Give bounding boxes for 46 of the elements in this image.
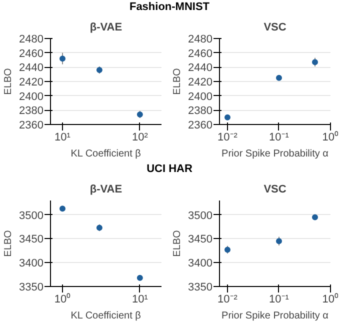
x-tick-label: 10⁰ <box>54 292 71 306</box>
x-axis-title: KL Coefficient β <box>70 148 142 160</box>
y-tick-label: 3450 <box>19 234 44 246</box>
y-axis-title: ELBO <box>172 68 184 95</box>
y-tick-label: 2440 <box>19 62 44 74</box>
y-tick-label: 2460 <box>188 48 213 60</box>
y-tick-label: 2480 <box>19 34 44 46</box>
y-tick-label: 2420 <box>188 76 213 88</box>
x-tick-label: 10⁰ <box>322 130 339 144</box>
y-tick-label: 3400 <box>188 258 213 270</box>
text: UCI HAR <box>146 162 192 176</box>
y-tick-label: 2400 <box>19 90 44 103</box>
chart-title: VSC <box>264 184 286 196</box>
y-tick-label: 2360 <box>19 120 44 132</box>
x-tick-label: 10¹ <box>132 294 148 306</box>
y-axis-title: ELBO <box>3 230 14 257</box>
y-tick-label: 3450 <box>188 234 213 246</box>
chart-title: VSC <box>264 22 286 34</box>
x-tick-label: 10⁻² <box>218 132 238 144</box>
y-tick-label: 3500 <box>188 210 213 222</box>
y-axis-title: ELBO <box>3 68 14 95</box>
x-axis-title: Prior Spike Probability α <box>222 148 329 160</box>
y-tick-label: 2480 <box>188 34 213 46</box>
y-tick-label: 3350 <box>19 282 44 294</box>
y-tick-label: 2460 <box>19 48 44 60</box>
y-tick-label: 2440 <box>188 62 213 74</box>
y-tick-label: 3500 <box>19 210 44 222</box>
x-tick-label: 10⁻² <box>218 294 238 306</box>
chart-title: β-VAE <box>90 22 122 34</box>
y-tick-label: 2360 <box>188 120 213 132</box>
x-tick-label: 10⁻¹ <box>269 294 290 306</box>
y-axis-title: ELBO <box>172 230 184 257</box>
x-axis-title: KL Coefficient β <box>70 310 142 322</box>
y-tick-label: 2420 <box>19 76 44 88</box>
y-tick-label: 3400 <box>19 258 44 270</box>
x-tick-label: 10⁻¹ <box>269 132 290 144</box>
y-tick-label: 2400 <box>188 90 213 103</box>
y-tick-label: 2380 <box>188 105 213 118</box>
x-axis-title: Prior Spike Probability α <box>222 310 329 322</box>
x-tick-label: 10² <box>132 132 148 144</box>
y-tick-label: 3350 <box>188 282 213 294</box>
chart-title: β-VAE <box>90 184 122 196</box>
y-tick-label: 2380 <box>19 105 44 118</box>
x-tick-label: 10¹ <box>54 132 71 144</box>
x-tick-label: 10⁰ <box>322 292 339 306</box>
text: Fashion-MNIST <box>129 0 210 14</box>
